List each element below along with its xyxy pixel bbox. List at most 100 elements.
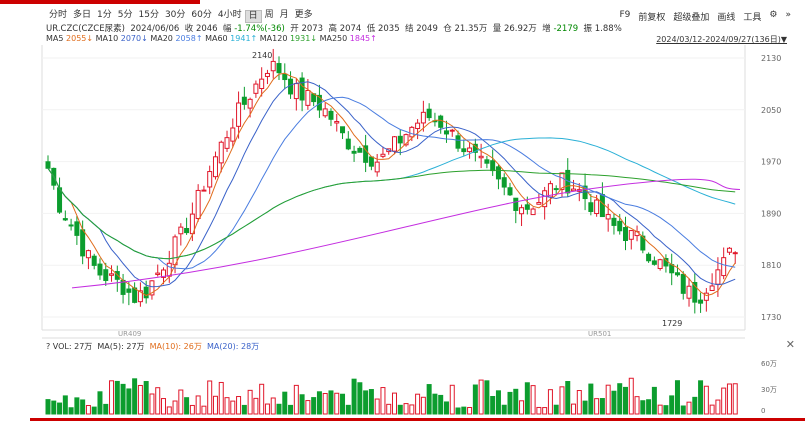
volume-bar bbox=[230, 400, 236, 415]
timeframe-tab-7[interactable]: 4小时 bbox=[217, 10, 242, 20]
timeframe-tab-3[interactable]: 5分 bbox=[117, 10, 133, 20]
candle-body bbox=[692, 281, 698, 303]
volume-bar bbox=[311, 397, 317, 415]
candle-body bbox=[415, 122, 421, 130]
timeframe-tab-5[interactable]: 30分 bbox=[164, 10, 186, 20]
date-range-selector[interactable]: 2024/03/12-2024/09/27(136日)▼ bbox=[656, 35, 787, 44]
volume-bar bbox=[392, 392, 397, 415]
candle-body bbox=[605, 214, 611, 220]
ma-value-5: 1845↑ bbox=[349, 34, 377, 43]
candle-body bbox=[224, 137, 230, 149]
candle-body bbox=[62, 218, 68, 221]
volume-bar bbox=[316, 391, 322, 415]
volume-bar bbox=[674, 380, 680, 415]
candle-body bbox=[392, 136, 397, 152]
tool-5[interactable]: ⚙ bbox=[769, 10, 778, 20]
candle-body bbox=[426, 108, 432, 119]
volume-bar bbox=[328, 390, 334, 415]
volume-bar bbox=[380, 387, 386, 415]
volume-bar bbox=[409, 404, 415, 415]
top-accent-bar bbox=[0, 0, 200, 4]
volume-bar bbox=[80, 399, 86, 415]
volume-bar bbox=[559, 386, 565, 415]
candle-body bbox=[611, 217, 617, 226]
timeframe-tab-11[interactable]: 更多 bbox=[294, 10, 313, 20]
candle-body bbox=[276, 63, 282, 74]
candle-body bbox=[247, 98, 253, 109]
volume-bar bbox=[137, 384, 143, 415]
candle-body bbox=[709, 285, 715, 292]
candle-body bbox=[715, 269, 721, 285]
candle-body bbox=[328, 110, 334, 120]
tool-4[interactable]: 工具 bbox=[743, 13, 762, 23]
timeframe-tab-6[interactable]: 60分 bbox=[191, 10, 212, 20]
candle-body bbox=[305, 89, 311, 106]
timeframe-tab-10[interactable]: 月 bbox=[279, 10, 289, 20]
candle-body bbox=[201, 189, 207, 192]
volume-bar bbox=[553, 404, 559, 415]
volume-bar bbox=[576, 390, 582, 415]
timeframe-tab-8[interactable]: 日 bbox=[244, 10, 262, 23]
candle-body bbox=[80, 229, 86, 257]
volume-bar bbox=[322, 393, 328, 415]
y-tick-2: 1970 bbox=[761, 158, 781, 167]
candle-body bbox=[420, 111, 426, 124]
close-icon[interactable]: ✕ bbox=[785, 338, 795, 351]
ma-value-3: 1941↑ bbox=[230, 34, 260, 43]
volume-label: 量 bbox=[492, 24, 502, 34]
volume-bar bbox=[513, 388, 519, 415]
high-value: 2074 bbox=[339, 24, 362, 34]
volume-bar bbox=[420, 396, 426, 415]
candle-body bbox=[322, 108, 328, 117]
ma5-line bbox=[47, 72, 736, 297]
timeframe-tab-1[interactable]: 多日 bbox=[73, 10, 92, 20]
candle-body bbox=[91, 255, 97, 266]
timeframe-tab-2[interactable]: 1分 bbox=[97, 10, 112, 20]
volume-value: 26.92万 bbox=[503, 24, 537, 34]
candle-body bbox=[288, 78, 294, 95]
candle-body bbox=[172, 236, 178, 266]
candle-body bbox=[507, 187, 513, 196]
oi-change-label: 增 bbox=[542, 24, 551, 34]
ma10-line bbox=[47, 81, 736, 288]
candle-body bbox=[397, 135, 403, 144]
timeframe-tab-0[interactable]: 分时 bbox=[49, 10, 68, 20]
volume-bar bbox=[85, 405, 91, 415]
oi-value: 21.35万 bbox=[454, 24, 488, 34]
candle-body bbox=[149, 280, 155, 296]
amplitude-value: 1.88% bbox=[594, 24, 622, 34]
volume-bar bbox=[51, 400, 57, 415]
volume-bar bbox=[588, 383, 594, 415]
volume-bar bbox=[293, 384, 299, 415]
volume-bar bbox=[207, 380, 213, 415]
vol-tick-0: 60万 bbox=[761, 360, 777, 368]
tool-6[interactable]: » bbox=[785, 10, 791, 20]
ma-value-1: 2070↓ bbox=[120, 34, 151, 43]
timeframe-tab-4[interactable]: 15分 bbox=[138, 10, 159, 20]
volume-help-icon[interactable]: ? bbox=[46, 342, 51, 351]
candle-body bbox=[726, 247, 732, 253]
candle-body bbox=[686, 285, 692, 299]
candle-body bbox=[594, 199, 600, 215]
volume-bar bbox=[236, 396, 242, 415]
candle-body bbox=[368, 156, 374, 167]
tool-0[interactable]: F9 bbox=[619, 10, 631, 20]
candle-body bbox=[293, 83, 299, 100]
candle-body bbox=[490, 160, 496, 172]
volume-bar bbox=[374, 398, 380, 415]
volume-bar bbox=[732, 383, 738, 415]
timeframe-tab-9[interactable]: 周 bbox=[264, 10, 274, 20]
candle-body bbox=[195, 189, 201, 219]
candle-body bbox=[484, 159, 490, 164]
volume-bar bbox=[155, 387, 161, 415]
candle-body bbox=[455, 135, 461, 149]
candle-body bbox=[443, 130, 449, 135]
volume-bar bbox=[218, 381, 224, 415]
tool-2[interactable]: 超级叠加 bbox=[673, 13, 710, 23]
volume-bar bbox=[623, 386, 628, 415]
tool-1[interactable]: 前复权 bbox=[638, 13, 666, 23]
y-tick-3: 1890 bbox=[761, 209, 781, 218]
low-label: 1729 bbox=[662, 319, 682, 328]
tool-3[interactable]: 画线 bbox=[717, 13, 736, 23]
